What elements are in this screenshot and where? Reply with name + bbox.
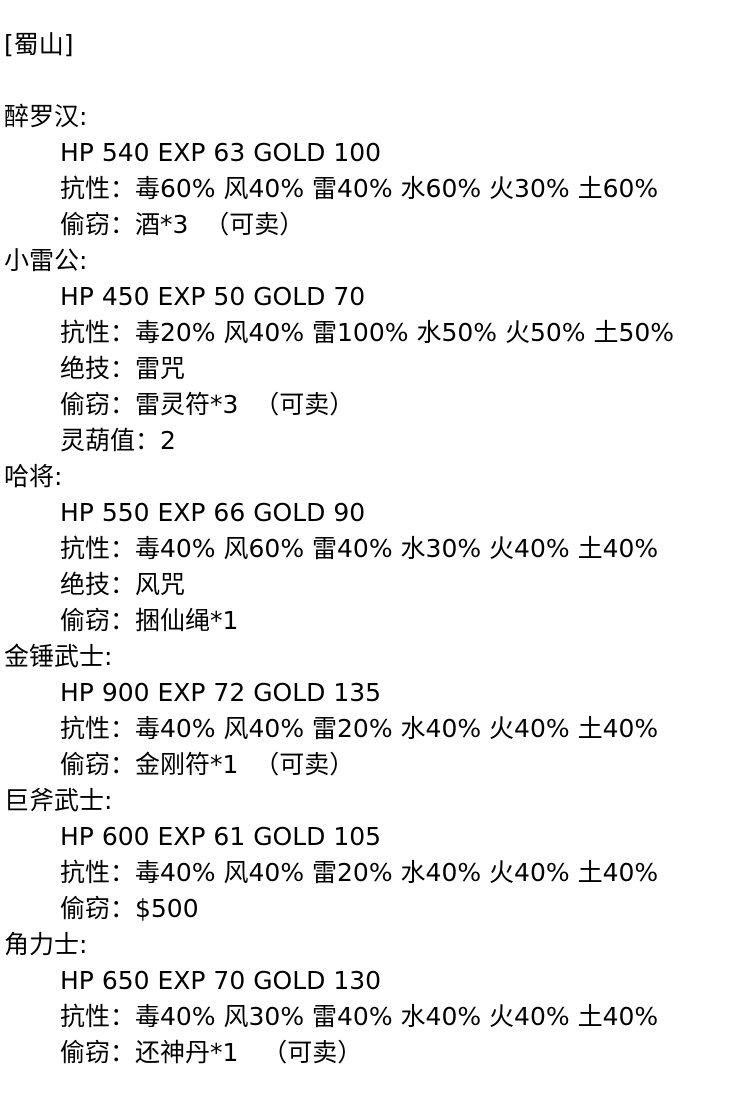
monster-detail: 偷窃：$500 xyxy=(60,894,199,923)
monster-detail: 绝技：雷咒 xyxy=(60,354,186,383)
monster-detail: 绝技：风咒 xyxy=(60,570,186,599)
monster-entry: 巨斧武士: HP 600 EXP 61 GOLD 105 抗性：毒40% 风40% … xyxy=(4,783,674,927)
monster-list: 醉罗汉: HP 540 EXP 63 GOLD 100 抗性：毒60% 风40% 雷… xyxy=(4,99,674,1071)
monster-detail: 偷窃：酒*3 （可卖） xyxy=(60,210,305,239)
monster-name: 角力士: xyxy=(4,930,88,959)
monster-name: 小雷公: xyxy=(4,246,88,275)
monster-detail: 抗性：毒40% 风30% 雷40% 水40% 火40% 土40% xyxy=(60,1002,659,1031)
monster-entry: 角力士: HP 650 EXP 70 GOLD 130 抗性：毒40% 风30% 雷… xyxy=(4,927,674,1071)
monster-detail: 抗性：毒20% 风40% 雷100% 水50% 火50% 土50% xyxy=(60,318,675,347)
monster-detail: HP 600 EXP 61 GOLD 105 xyxy=(60,822,382,851)
monster-detail: HP 550 EXP 66 GOLD 90 xyxy=(60,498,366,527)
monster-name: 哈将: xyxy=(4,462,63,491)
monster-entry: 小雷公: HP 450 EXP 50 GOLD 70 抗性：毒20% 风40% 雷1… xyxy=(4,243,674,459)
monster-detail: HP 540 EXP 63 GOLD 100 xyxy=(60,138,382,167)
monster-detail: HP 900 EXP 72 GOLD 135 xyxy=(60,678,382,707)
monster-detail: 灵葫值：2 xyxy=(60,426,176,455)
monster-detail: HP 650 EXP 70 GOLD 130 xyxy=(60,966,382,995)
monster-detail: 偷窃：金刚符*1 （可卖） xyxy=(60,750,355,779)
monster-entry: 哈将: HP 550 EXP 66 GOLD 90 抗性：毒40% 风60% 雷40… xyxy=(4,459,674,639)
monster-entry: 醉罗汉: HP 540 EXP 63 GOLD 100 抗性：毒60% 风40% 雷… xyxy=(4,99,674,243)
document-body: [蜀山] 醉罗汉: HP 540 EXP 63 GOLD 100 抗性：毒60% 风… xyxy=(4,27,674,1071)
monster-detail: 偷窃：还神丹*1 （可卖） xyxy=(60,1038,363,1067)
monster-name: 醉罗汉: xyxy=(4,102,88,131)
monster-detail: 抗性：毒40% 风40% 雷20% 水40% 火40% 土40% xyxy=(60,858,659,887)
monster-entry: 金锤武士: HP 900 EXP 72 GOLD 135 抗性：毒40% 风40% … xyxy=(4,639,674,783)
monster-detail: 偷窃：捆仙绳*1 xyxy=(60,606,239,635)
monster-detail: 抗性：毒40% 风40% 雷20% 水40% 火40% 土40% xyxy=(60,714,659,743)
monster-detail: 抗性：毒60% 风40% 雷40% 水60% 火30% 土60% xyxy=(60,174,659,203)
blank-line xyxy=(4,63,674,99)
monster-name: 巨斧武士: xyxy=(4,786,113,815)
monster-name: 金锤武士: xyxy=(4,642,113,671)
monster-detail: HP 450 EXP 50 GOLD 70 xyxy=(60,282,366,311)
section-title: [蜀山] xyxy=(4,30,74,59)
monster-detail: 抗性：毒40% 风60% 雷40% 水30% 火40% 土40% xyxy=(60,534,659,563)
monster-detail: 偷窃：雷灵符*3 （可卖） xyxy=(60,390,355,419)
